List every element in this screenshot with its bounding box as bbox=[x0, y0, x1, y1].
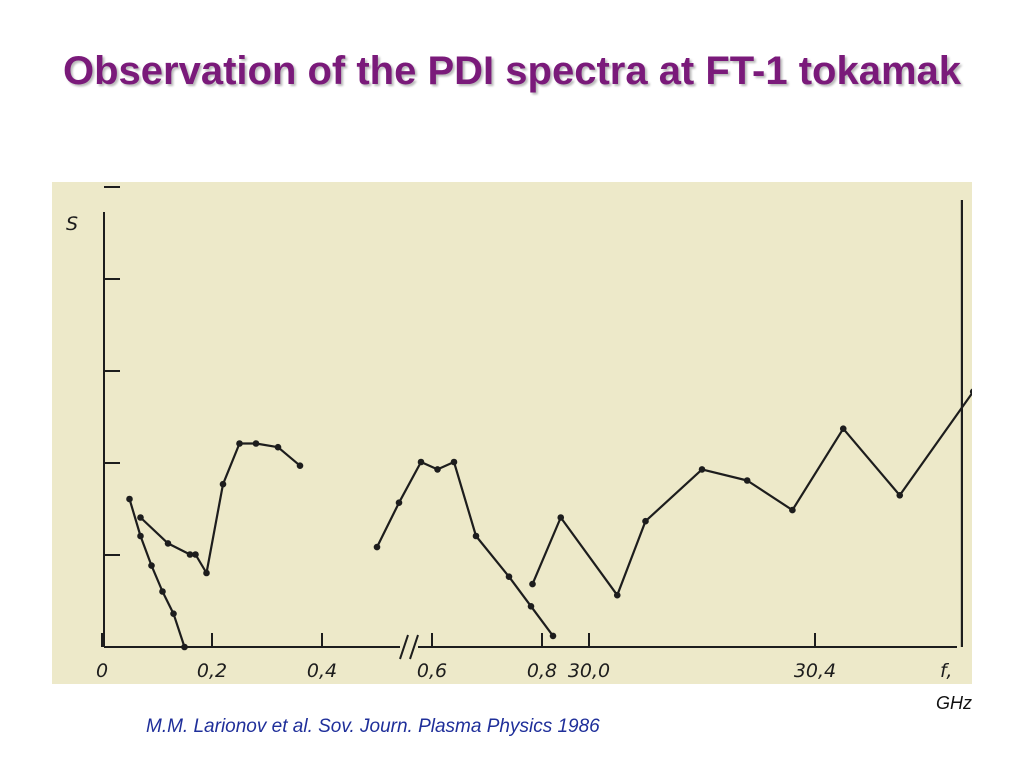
y-axis-label: S bbox=[66, 213, 78, 235]
series-line bbox=[139, 442, 301, 575]
axis-break-mark bbox=[409, 634, 419, 660]
chart-figure: 00,20,40,60,830,030,430,831,2f, S bbox=[52, 182, 972, 684]
data-point bbox=[296, 462, 304, 470]
data-point bbox=[186, 551, 194, 558]
series-line bbox=[128, 498, 186, 648]
data-point bbox=[159, 588, 166, 595]
slide-title: Observation of the PDI spectra at FT-1 t… bbox=[62, 49, 962, 93]
data-point bbox=[137, 514, 144, 521]
data-point bbox=[170, 610, 177, 617]
data-point bbox=[192, 551, 199, 558]
axis-break-mark bbox=[399, 634, 409, 660]
data-point bbox=[613, 591, 621, 599]
data-point bbox=[549, 632, 557, 640]
series-line bbox=[376, 460, 554, 637]
data-point bbox=[236, 440, 243, 447]
x-tick-label: 0,6 bbox=[417, 660, 447, 682]
x-tick-label: 0,4 bbox=[307, 660, 337, 682]
series-line bbox=[531, 391, 972, 597]
data-point bbox=[839, 425, 847, 432]
data-point bbox=[203, 569, 210, 577]
x-tick-label: 30,4 bbox=[794, 660, 836, 682]
pdi-spectrum-chart: 00,20,40,60,830,030,430,831,2f, S bbox=[66, 186, 972, 682]
x-tick-label: 30,0 bbox=[568, 660, 610, 682]
data-point bbox=[789, 506, 796, 514]
data-point bbox=[126, 495, 133, 503]
data-point bbox=[450, 458, 458, 466]
data-point bbox=[164, 540, 172, 547]
data-point bbox=[395, 499, 403, 507]
data-point bbox=[743, 477, 751, 484]
data-point bbox=[505, 573, 513, 580]
data-point bbox=[137, 532, 144, 540]
tick-labels: 00,20,40,60,830,030,430,831,2f, bbox=[96, 660, 952, 682]
data-point bbox=[969, 388, 972, 395]
data-point bbox=[698, 466, 706, 473]
x-tick-label: 0,8 bbox=[527, 660, 557, 682]
data-point bbox=[252, 440, 260, 447]
data-point bbox=[274, 443, 282, 451]
citation: M.M. Larionov et al. Sov. Journ. Plasma … bbox=[146, 716, 600, 737]
data-point bbox=[529, 580, 536, 588]
data-point bbox=[219, 480, 227, 488]
frequency-unit-label: GHz bbox=[936, 693, 972, 713]
data-point bbox=[434, 466, 441, 473]
data-point bbox=[373, 543, 381, 551]
data-point bbox=[181, 643, 188, 651]
x-tick-label: 0 bbox=[96, 660, 108, 682]
data-point bbox=[417, 458, 425, 466]
axes-layer bbox=[101, 186, 957, 660]
data-point bbox=[557, 514, 565, 521]
data-point bbox=[642, 517, 649, 525]
data-point bbox=[527, 603, 535, 610]
data-point bbox=[148, 562, 155, 569]
x-axis-label: f, bbox=[940, 660, 952, 682]
series-layer bbox=[126, 200, 972, 651]
data-point bbox=[896, 492, 904, 499]
data-point bbox=[472, 532, 480, 540]
x-tick-label: 0,2 bbox=[197, 660, 227, 682]
